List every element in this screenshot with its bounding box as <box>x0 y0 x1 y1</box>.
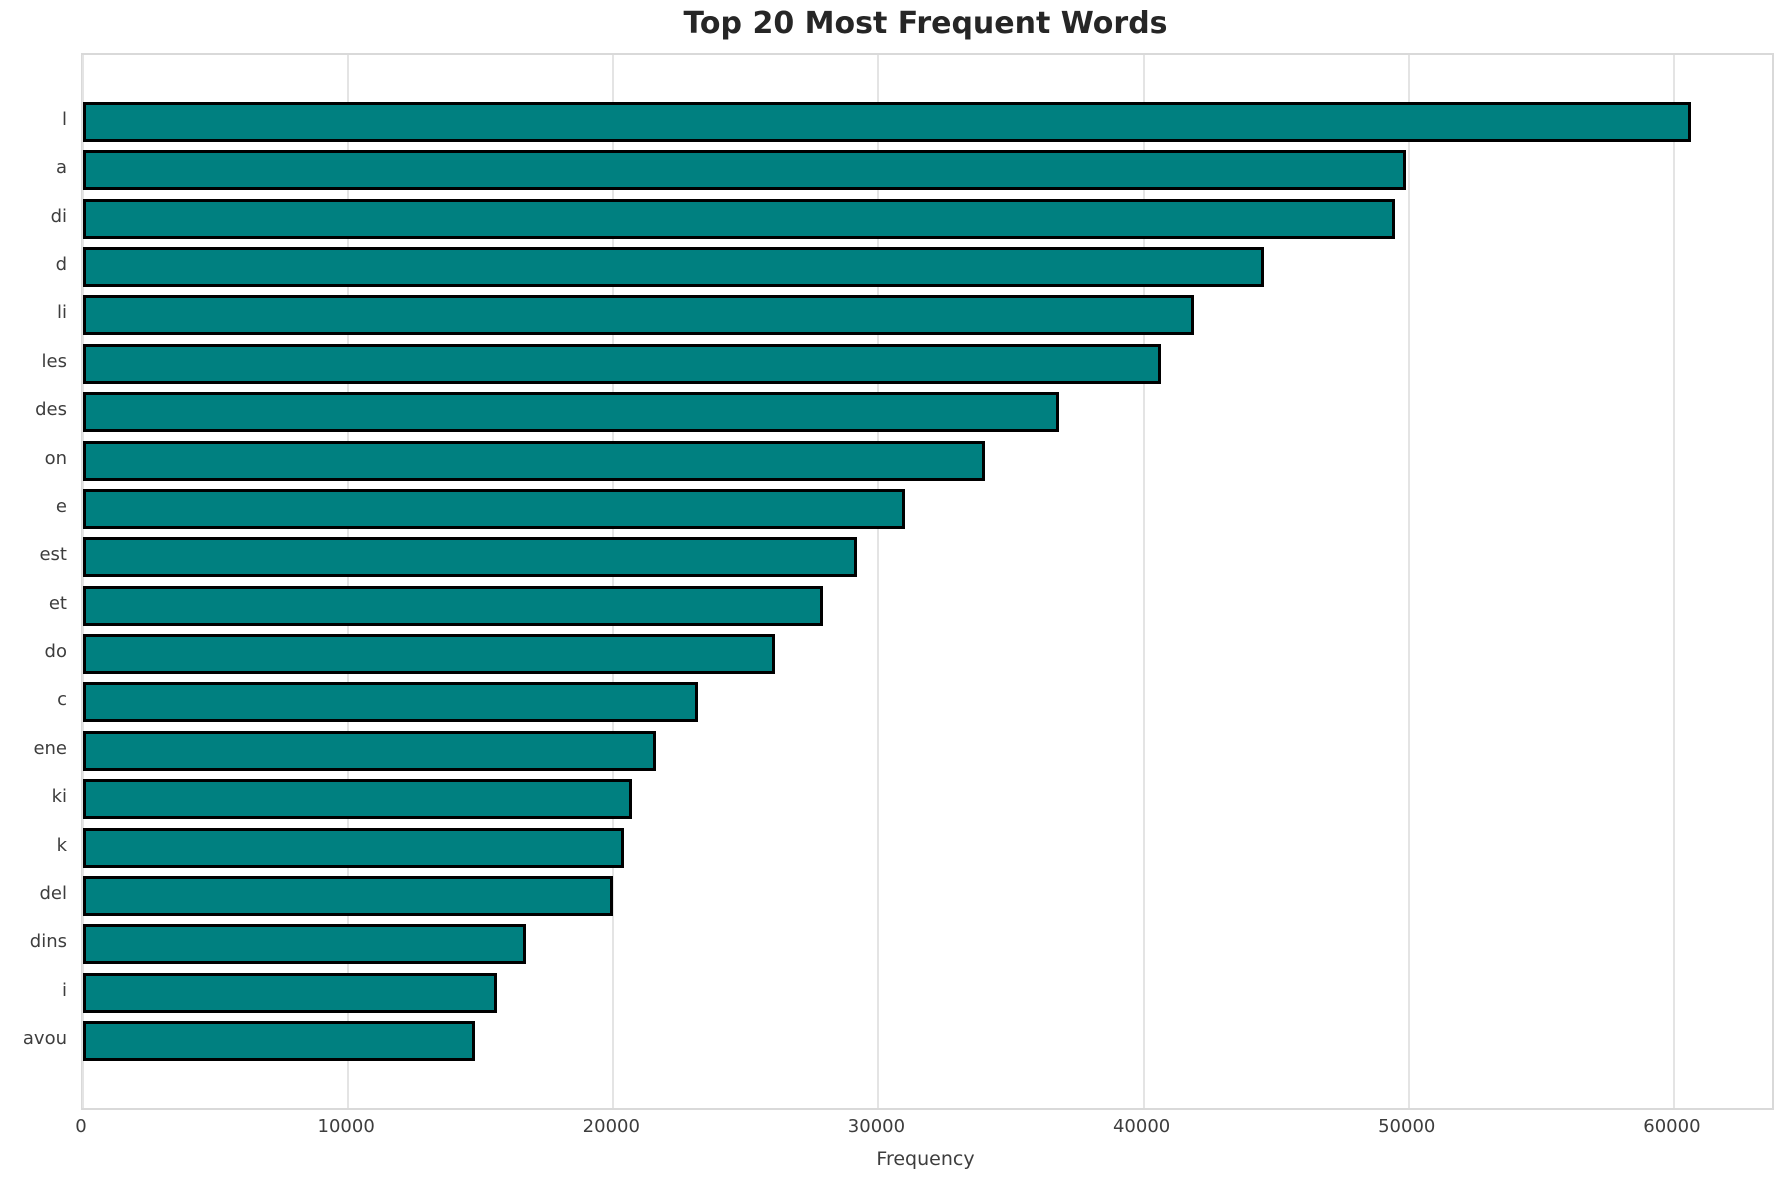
x-axis-ticks: 0 10000 20000 30000 40000 50000 60000 <box>75 1116 1770 1140</box>
gridline <box>1407 55 1410 1108</box>
y-tick-label-ki: ki <box>51 786 67 808</box>
bar-ene <box>83 730 656 771</box>
bar-est <box>83 537 858 578</box>
gridline <box>877 55 880 1108</box>
y-tick-label-des: des <box>35 399 67 421</box>
y-tick-label-dins: dins <box>29 931 67 953</box>
x-axis-title: Frequency <box>876 1148 975 1170</box>
bar-a <box>83 150 1407 191</box>
y-tick-label-et: et <box>48 592 67 614</box>
y-tick-label-on: on <box>44 447 67 469</box>
y-tick-label-d: d <box>55 254 67 276</box>
bar-on <box>83 440 985 481</box>
y-tick-label-c: c <box>57 689 67 711</box>
y-tick-label-del: del <box>39 882 67 904</box>
x-tick-label-10000: 10000 <box>317 1116 375 1137</box>
y-tick-label-a: a <box>55 157 67 179</box>
gridline <box>347 55 350 1108</box>
y-axis-labels: l a di d li les des on e est et do c ene ki k del dins i av… <box>0 53 67 1106</box>
gridline <box>1142 55 1145 1108</box>
bar-et <box>83 585 823 626</box>
x-tick-label-30000: 30000 <box>847 1116 906 1137</box>
gridline <box>1672 55 1675 1108</box>
chart-title: Top 20 Most Frequent Words <box>683 6 1168 41</box>
y-tick-label-e: e <box>55 495 67 517</box>
y-tick-label-est: est <box>39 544 67 566</box>
y-tick-label-i: i <box>61 979 67 1001</box>
bar-i <box>83 972 497 1013</box>
y-tick-label-do: do <box>44 641 67 663</box>
y-tick-label-ene: ene <box>33 737 67 759</box>
bar-c <box>83 682 699 723</box>
x-tick-label-0: 0 <box>75 1116 87 1137</box>
bar-d <box>83 247 1265 288</box>
bar-des <box>83 392 1059 433</box>
y-tick-label-l: l <box>61 109 67 130</box>
bar-li <box>83 295 1194 336</box>
x-tick-label-60000: 60000 <box>1643 1116 1701 1137</box>
plot-area <box>81 53 1774 1110</box>
bar-k <box>83 827 624 868</box>
x-tick-label-40000: 40000 <box>1112 1116 1171 1137</box>
y-tick-label-li: li <box>56 302 67 324</box>
bar-avou <box>83 1021 476 1061</box>
x-tick-label-50000: 50000 <box>1378 1116 1436 1137</box>
bar-dins <box>83 924 526 965</box>
y-tick-label-les: les <box>41 350 67 372</box>
y-tick-label-k: k <box>56 834 67 856</box>
bar-di <box>83 198 1396 239</box>
bar-e <box>83 488 905 529</box>
gridline <box>612 55 615 1108</box>
bar-do <box>83 634 776 675</box>
bar-l <box>83 102 1692 142</box>
y-tick-label-di: di <box>50 205 67 227</box>
bar-del <box>83 875 614 916</box>
x-tick-label-20000: 20000 <box>582 1116 640 1137</box>
y-tick-label-avou: avou <box>22 1028 67 1049</box>
bar-les <box>83 343 1161 384</box>
bar-ki <box>83 779 632 820</box>
gridline <box>82 55 84 1108</box>
